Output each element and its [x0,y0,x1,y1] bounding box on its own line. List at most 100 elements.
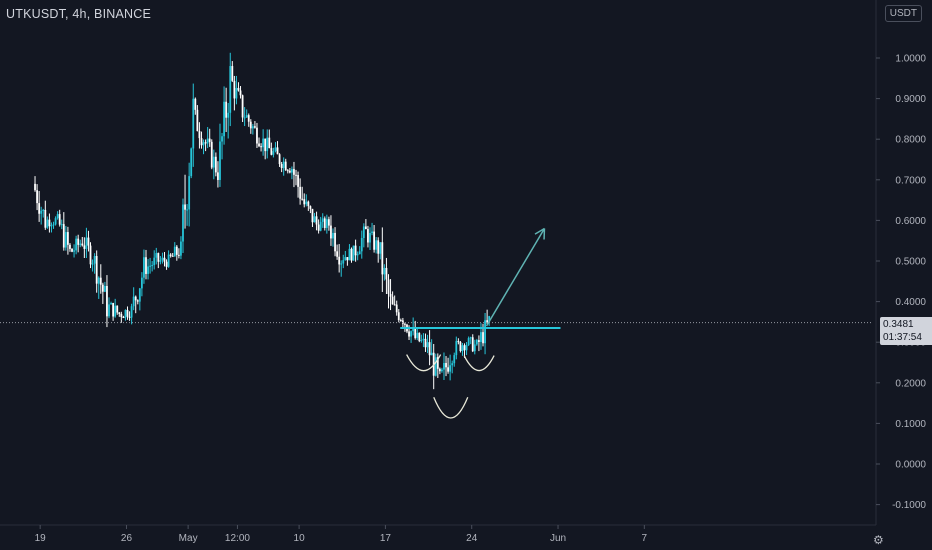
candle-body [319,221,322,231]
candle-body [471,337,474,352]
candle-body [356,254,359,256]
candle-body [276,147,279,155]
candle-body [338,256,341,265]
candle-body [99,277,102,285]
candle-body [455,341,458,356]
candle-body [124,309,127,318]
candle-body [50,225,53,227]
candle-body [81,243,84,246]
y-tick-label: 0.5000 [895,257,926,268]
candle-body [38,203,41,214]
y-tick-label: -0.1000 [892,500,926,511]
y-axis[interactable]: 1.0000 0.9000 0.8000 0.7000 0.6000 0.5000 0.40… [875,0,926,525]
candle-body [344,257,347,261]
candle-body [293,169,295,175]
candle-body [463,345,466,351]
bar-countdown-label: 01:37:54 [883,332,922,343]
x-tick-label: 7 [642,533,648,544]
candle-body [46,219,49,228]
candle-body [77,238,80,245]
x-tick-label: 24 [466,533,478,544]
candle-body [87,237,90,246]
candle-body [346,257,349,261]
candle-body [305,201,308,205]
candle-body [274,147,277,152]
candle-body [223,101,225,137]
candle-body [173,246,176,257]
candle-body [177,254,180,256]
candle-body [239,90,242,96]
candle-body [243,117,246,119]
candle-body [457,341,460,343]
candle-body [101,284,104,292]
candle-body [387,279,390,294]
candle-body [251,126,254,129]
candle-body [151,265,154,267]
candle-body [208,138,211,142]
candle-body [480,332,482,342]
candle-body [83,245,86,249]
gear-icon[interactable]: ⚙ [873,533,884,547]
candle-body [416,332,419,339]
candle-body [122,317,125,319]
x-tick-label: 19 [35,533,47,544]
y-tick-label: 0.4000 [895,297,926,308]
candle-body [95,255,98,284]
candle-body [85,237,88,249]
candle-body [219,141,221,180]
candle-body [34,183,36,191]
candle-body [369,232,371,243]
x-axis[interactable]: 19 26 May 12:00 10 17 24 Jun 7 [0,524,876,544]
candle-body [282,161,285,169]
candle-body [217,172,219,180]
candle-body [430,352,433,356]
candle-body [262,138,265,148]
candle-body [75,238,78,251]
currency-button[interactable]: USDT [884,5,922,22]
candle-body [200,138,203,146]
candle-body [204,142,207,144]
candle-body [299,186,302,199]
candle-body [184,204,186,210]
candle-body [97,277,100,284]
candle-body [249,121,252,129]
candle-body [52,224,55,226]
candle-body [79,243,82,245]
candle-body [256,127,258,144]
candle-body [401,320,404,324]
candle-body [235,87,238,99]
candle-body [486,320,489,322]
candle-body [375,240,378,250]
candle-body [323,218,326,228]
y-tick-label: 0.8000 [895,135,926,146]
candle-body [385,267,388,280]
candle-body [254,126,256,128]
candle-body [171,255,174,257]
candle-body [412,327,415,332]
candle-body [332,232,334,239]
candle-body [132,296,135,307]
candle-body [212,156,215,168]
candle-body [116,305,119,313]
candle-body [143,257,145,278]
candle-body [149,265,152,267]
candle-body [404,323,406,325]
y-tick-label: 0.6000 [895,216,926,227]
candle-body [67,232,69,245]
candle-body [155,253,158,258]
candle-body [311,208,314,223]
candle-body [327,219,330,226]
candle-body [459,341,462,352]
candle-body [69,244,71,249]
candle-body [93,255,96,264]
x-tick-label: May [179,533,198,544]
candle-body [140,277,143,289]
candle-body [36,190,38,204]
candle-body [268,137,271,149]
candle-body [348,248,351,261]
candle-body [258,143,260,147]
candle-body [241,95,244,118]
candle-body [301,198,304,200]
candle-body [303,199,306,205]
